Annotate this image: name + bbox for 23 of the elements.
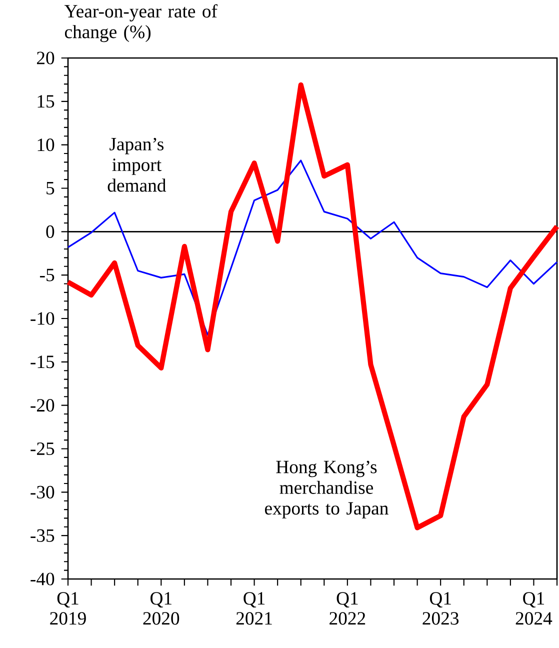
y-tick-label: -35 [30, 529, 54, 542]
line-series [67, 160, 558, 336]
x-tick-label: Q1 2022 [330, 592, 366, 625]
y-tick-label: 5 [46, 182, 54, 194]
x-tick-label: Q1 2021 [236, 592, 272, 625]
x-tick-label: Q1 2024 [516, 592, 552, 625]
y-tick-label: -5 [40, 268, 54, 282]
y-axis-title: Year-on-year rate of change (%) [64, 4, 218, 42]
y-tick-label: -40 [30, 572, 54, 586]
y-tick-label: 20 [36, 52, 54, 64]
y-tick-label: -20 [30, 399, 54, 412]
y-tick-label: 10 [38, 138, 54, 152]
y-tick-label: -10 [30, 312, 54, 325]
y-tick-label: -30 [30, 486, 54, 498]
x-tick-label: Q1 2020 [143, 592, 180, 625]
x-tick-label: Q1 2023 [422, 592, 459, 625]
x-tick-label: Q1 2019 [50, 592, 86, 625]
y-tick-label: 0 [46, 225, 54, 238]
annotation: Japan’s import demand [108, 138, 166, 192]
annotation: Hong Kong’s merchandise exports to Japan [265, 460, 388, 518]
y-tick-label: -25 [30, 442, 54, 456]
y-tick-label: 15 [38, 95, 54, 108]
y-tick-label: -15 [30, 356, 54, 368]
